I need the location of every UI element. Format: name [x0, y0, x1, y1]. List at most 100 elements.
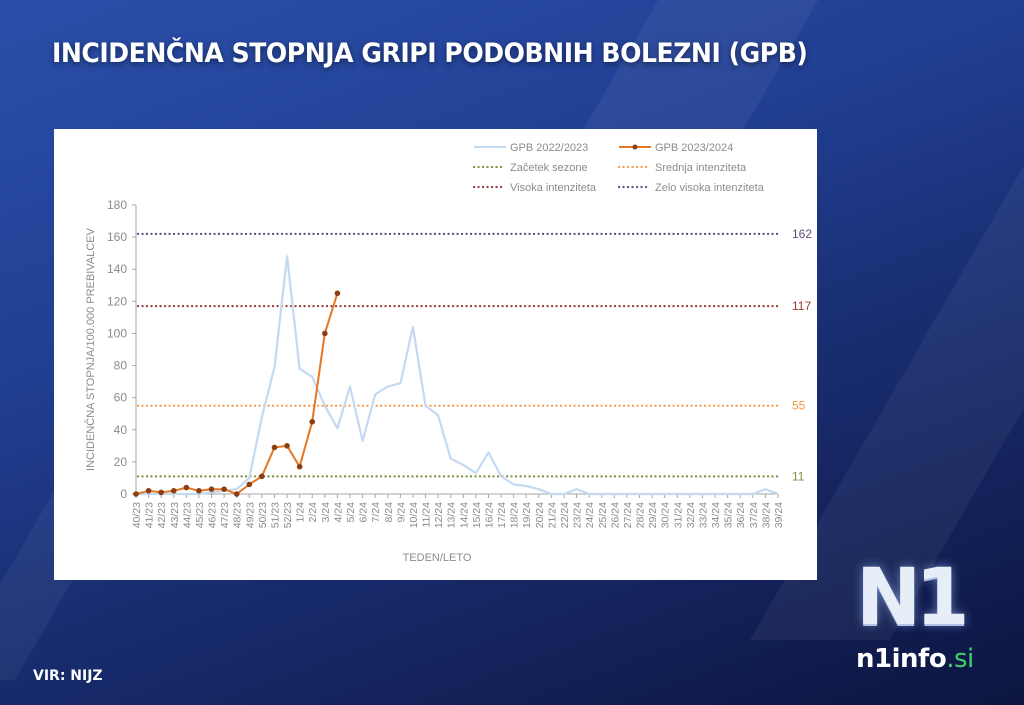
x-tick-label: 4/24 [332, 502, 344, 523]
x-tick-label: 8/24 [383, 502, 395, 523]
data-point [246, 481, 253, 488]
x-tick-label: 34/24 [710, 502, 722, 528]
x-tick-label: 29/24 [647, 502, 659, 528]
y-tick-label: 160 [107, 230, 127, 244]
data-point [271, 444, 278, 451]
data-point [309, 418, 316, 425]
x-tick-label: 28/24 [635, 502, 647, 528]
logo-mark: N1 [856, 553, 970, 643]
n1-logo: N1 n1info.si [850, 553, 990, 680]
x-tick-label: 27/24 [622, 502, 634, 528]
x-tick-label: 12/24 [433, 502, 445, 528]
x-tick-label: 39/24 [773, 502, 785, 528]
x-tick-label: 35/24 [723, 502, 735, 528]
data-point [296, 463, 303, 470]
data-point [322, 330, 328, 337]
x-tick-label: 40/23 [131, 502, 143, 528]
line-chart: 0 20 40 60 80 100 120 140 160 180 40/23 41/23 42/23 4… [84, 142, 812, 564]
threshold-label: 162 [792, 227, 812, 241]
x-tick-label: 33/24 [697, 502, 709, 528]
data-point [133, 491, 139, 497]
x-tick-label: 44/23 [181, 502, 193, 528]
x-tick-label: 26/24 [609, 502, 621, 528]
data-point [183, 484, 190, 491]
x-tick-label: 20/24 [534, 502, 546, 528]
x-tick-label: 50/23 [257, 502, 269, 528]
legend-label: Začetek sezone [510, 162, 588, 174]
data-point [259, 473, 265, 480]
series-2022-2023-line [136, 255, 779, 496]
x-tick-label: 30/24 [660, 502, 672, 528]
x-tick-label: 32/24 [685, 502, 697, 528]
x-tick-label: 52/23 [282, 502, 294, 528]
y-axis-title: INCIDENČNA STOPNJA/100.000 PREBIVALCEV [84, 227, 97, 471]
legend-marker [632, 144, 638, 150]
x-tick-label: 24/24 [584, 502, 596, 528]
series-2023-2024-line [135, 293, 339, 495]
x-tick-label: 7/24 [370, 502, 382, 523]
x-tick-label: 17/24 [496, 502, 508, 528]
data-point [334, 290, 341, 297]
page-title: INCIDENČNA STOPNJA GRIPI PODOBNIH BOLEZN… [52, 38, 808, 69]
x-tick-label: 18/24 [509, 502, 521, 528]
x-tick-label: 31/24 [672, 502, 684, 528]
x-tick-label: 6/24 [358, 502, 370, 523]
x-tick-label: 11/24 [421, 502, 433, 528]
x-tick-label: 14/24 [458, 502, 470, 528]
x-tick-label: 9/24 [395, 502, 407, 523]
x-tick-label: 48/23 [232, 502, 244, 528]
x-tick-label: 25/24 [597, 502, 609, 528]
x-tick-label: 16/24 [483, 502, 495, 528]
x-tick-label: 1/24 [295, 502, 307, 523]
data-point [145, 487, 152, 494]
data-point [284, 443, 290, 449]
legend-label: Zelo visoka intenziteta [655, 182, 765, 194]
x-tick-label: 19/24 [521, 502, 533, 528]
x-tick-label: 23/24 [572, 502, 584, 528]
y-tick-label: 20 [114, 455, 128, 469]
legend-label: Visoka intenziteta [510, 182, 597, 194]
x-tick-label: 42/23 [156, 502, 168, 528]
source-label: VIR: NIJZ [33, 668, 103, 684]
data-point [170, 487, 177, 494]
chart-card: 0 20 40 60 80 100 120 140 160 180 40/23 41/23 42/23 4… [54, 129, 817, 580]
x-tick-label: 37/24 [748, 502, 760, 528]
legend-label: GPB 2022/2023 [510, 142, 588, 154]
logo-text: n1info.si [856, 644, 974, 674]
x-tick-label: 21/24 [546, 502, 558, 528]
data-point [221, 486, 227, 492]
x-tick-label: 51/23 [269, 502, 281, 528]
x-tick-label: 15/24 [471, 502, 483, 528]
threshold-label: 11 [792, 469, 805, 483]
y-tick-label: 40 [114, 423, 128, 437]
y-tick-label: 120 [107, 294, 127, 308]
x-tick-label: 41/23 [144, 502, 156, 528]
threshold-label: 117 [792, 299, 811, 313]
y-tick-label: 180 [107, 198, 127, 212]
y-tick-label: 60 [114, 391, 128, 405]
x-tick-label: 13/24 [446, 502, 458, 528]
x-tick-label: 2/24 [307, 502, 319, 523]
legend-label: GPB 2023/2024 [655, 142, 733, 154]
data-point [208, 486, 215, 492]
logo-tld: .si [946, 644, 974, 674]
x-tick-label: 3/24 [320, 502, 332, 523]
threshold-label: 55 [792, 399, 806, 413]
y-tick-label: 80 [114, 359, 128, 373]
legend-label: Srednja intenziteta [655, 162, 747, 174]
x-tick-label: 45/23 [194, 502, 206, 528]
data-point [196, 487, 202, 494]
x-tick-label: 5/24 [345, 502, 357, 523]
x-tick-label: 49/23 [244, 502, 256, 528]
data-point [158, 489, 164, 496]
data-point [233, 491, 240, 497]
y-tick-label: 100 [107, 326, 127, 340]
x-tick-label: 47/23 [219, 502, 231, 528]
x-tick-label: 38/24 [760, 502, 772, 528]
x-tick-label: 36/24 [735, 502, 747, 528]
y-tick-label: 140 [107, 262, 127, 276]
logo-name: n1info [856, 644, 947, 674]
x-tick-label: 10/24 [408, 502, 420, 528]
x-tick-label: 22/24 [559, 502, 571, 528]
y-tick-label: 0 [120, 487, 127, 501]
